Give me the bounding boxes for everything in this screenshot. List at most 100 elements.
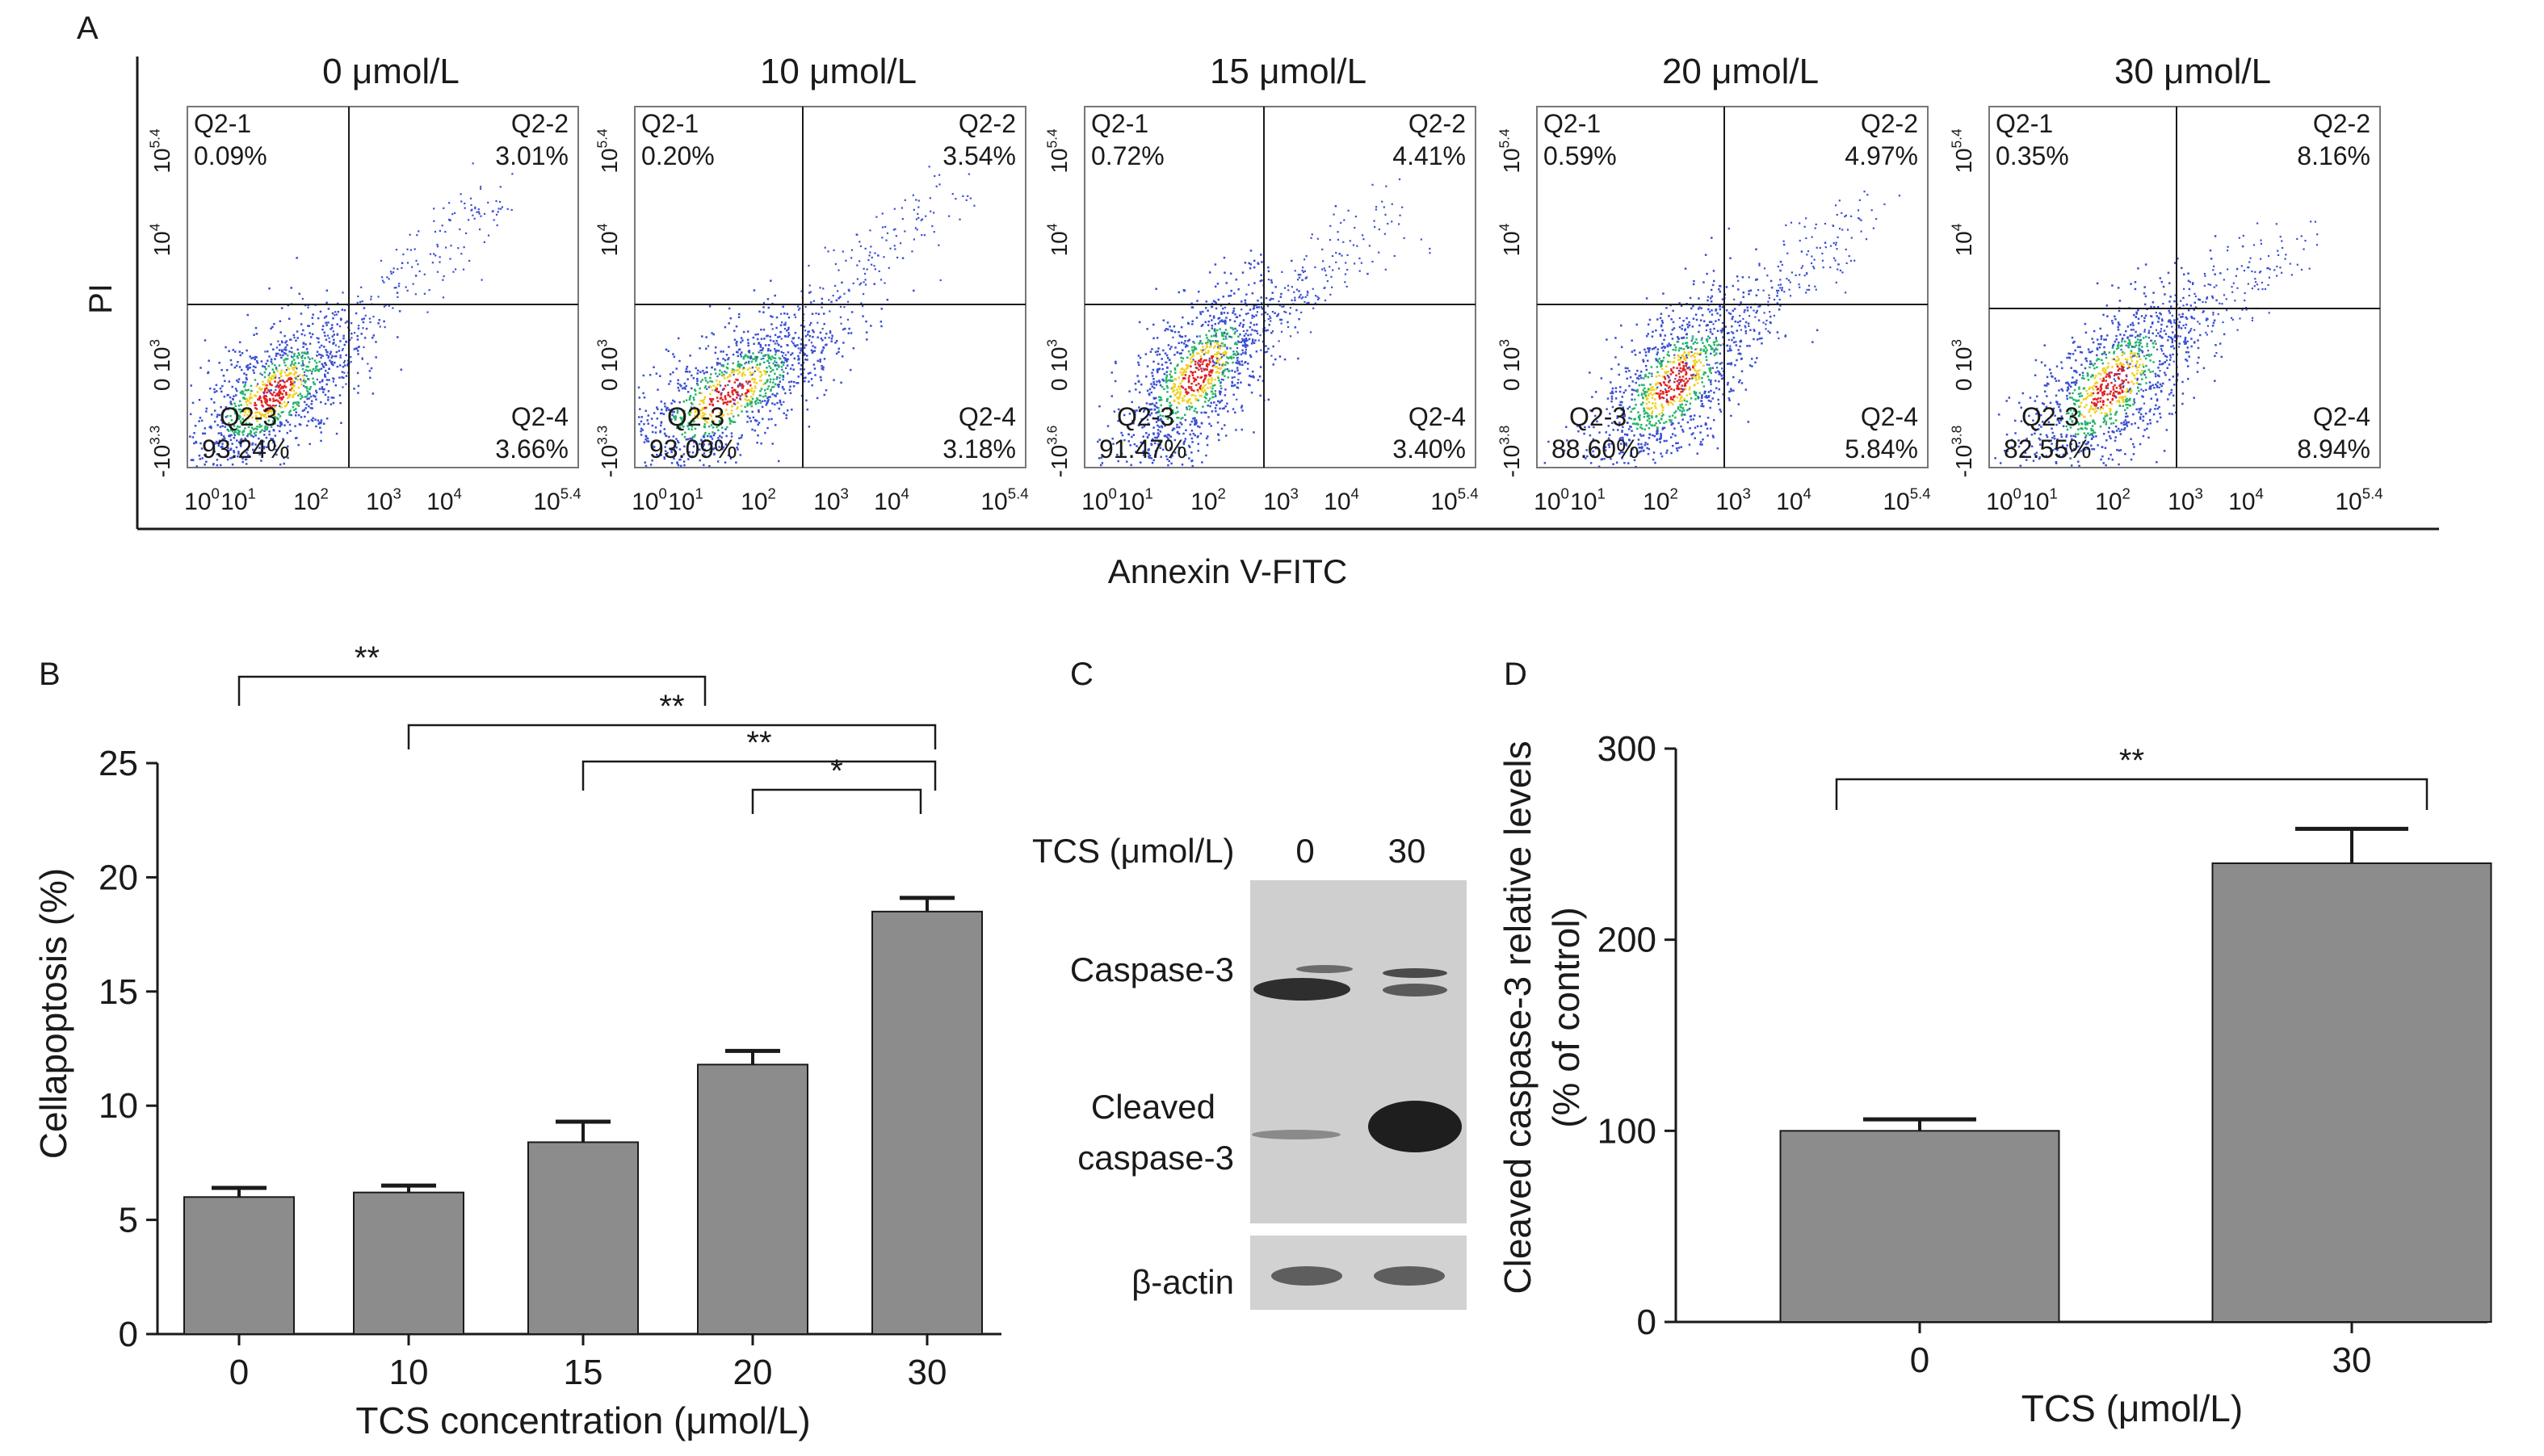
flow-dot	[296, 403, 299, 406]
flow-dot	[808, 292, 811, 294]
flow-dot	[1680, 388, 1683, 390]
flow-dot	[270, 392, 272, 395]
flow-dot	[1212, 317, 1215, 319]
flow-dot	[1245, 338, 1248, 340]
flow-dot	[1673, 388, 1676, 392]
flow-dot	[1708, 321, 1711, 323]
flow-dot	[858, 283, 861, 286]
flow-dot	[1693, 414, 1696, 417]
flow-dot	[754, 419, 758, 422]
flow-dot	[1267, 270, 1270, 273]
flow-dot	[1732, 284, 1735, 287]
flow-dot	[639, 408, 641, 410]
flow-dot	[315, 389, 317, 392]
flow-dot	[1216, 400, 1220, 403]
flow-dot	[290, 389, 292, 392]
flow-dot	[1205, 454, 1207, 457]
flow-dot	[703, 439, 707, 442]
flow-dot	[1120, 431, 1123, 434]
flow-dot	[300, 364, 303, 367]
flow-dot	[708, 403, 712, 405]
flow-dot	[1165, 381, 1168, 384]
flow-dot	[737, 401, 739, 404]
flow-dot	[1293, 291, 1295, 293]
flow-dot	[694, 410, 697, 413]
flow-dot	[1660, 384, 1663, 387]
flow-dot	[751, 366, 754, 369]
flow-dot	[710, 373, 712, 376]
flow-dot	[700, 438, 703, 441]
flow-dot	[448, 202, 451, 204]
flow-dot	[687, 412, 691, 414]
flow-dot	[771, 302, 774, 305]
flow-dot	[295, 371, 297, 373]
flow-dot	[1694, 376, 1698, 380]
flow-dot	[775, 378, 779, 380]
flow-dot	[921, 218, 924, 220]
flow-dot	[1216, 376, 1220, 378]
flow-dot	[1260, 306, 1263, 308]
flow-dot	[772, 381, 775, 384]
flow-dot	[696, 417, 699, 419]
flow-dot	[223, 409, 225, 412]
flow-dot	[739, 397, 741, 400]
flow-dot	[1152, 459, 1155, 462]
flow-dot	[1685, 355, 1688, 358]
flow-dot	[830, 340, 833, 342]
flow-dot	[1690, 433, 1694, 436]
flow-dot	[699, 380, 703, 383]
flow-dot	[1152, 383, 1156, 385]
flow-dot	[1617, 429, 1619, 431]
flow-dot	[283, 424, 286, 426]
flow-dot	[1155, 397, 1157, 400]
flow-dot	[667, 350, 670, 352]
flow-dot	[1661, 406, 1665, 409]
flow-dot	[645, 440, 649, 443]
flow-dot	[1711, 347, 1714, 350]
flow-dot	[775, 395, 777, 397]
flow-dot	[351, 332, 353, 335]
flow-dot	[1249, 250, 1253, 252]
flow-dot	[258, 423, 261, 426]
flow-dot	[275, 453, 278, 456]
flow-dot	[263, 430, 266, 433]
flow-dot	[251, 442, 254, 445]
flow-dot	[1224, 343, 1226, 346]
flow-dot	[1164, 424, 1166, 427]
flow-dot	[1706, 349, 1708, 351]
flow-dot	[233, 425, 236, 427]
flow-dot	[222, 374, 225, 377]
flow-dot	[1110, 395, 1114, 397]
flow-dot	[783, 334, 787, 338]
flow-dot	[749, 384, 752, 387]
flow-dot	[1690, 355, 1692, 358]
flow-dot	[302, 342, 305, 345]
flow-dot	[1639, 447, 1642, 449]
flow-dot	[1219, 407, 1221, 410]
flow-dot	[1236, 356, 1239, 359]
flow-dot	[1719, 285, 1722, 287]
flow-dot	[297, 443, 300, 447]
flow-dot	[283, 359, 285, 362]
flow-dot	[212, 442, 216, 444]
flow-dot	[674, 418, 677, 422]
flow-dot	[778, 366, 780, 368]
flow-dot	[232, 349, 234, 351]
flow-dot	[1655, 422, 1657, 425]
flow-dot	[881, 212, 884, 215]
flow-dot	[828, 299, 830, 301]
flow-dot	[483, 241, 485, 243]
flow-dot	[285, 358, 288, 361]
flow-dot	[1249, 321, 1253, 325]
flow-dot	[1703, 345, 1706, 347]
flow-dot	[1651, 348, 1654, 350]
flow-dot	[1636, 369, 1639, 372]
flow-dot	[1662, 356, 1665, 359]
flow-dot	[383, 281, 385, 283]
flow-dot	[1834, 259, 1837, 262]
flow-dot	[1677, 406, 1680, 409]
flow-dot	[1680, 446, 1682, 448]
flow-dot	[640, 434, 643, 436]
flow-dot	[760, 358, 762, 360]
flow-dot	[1677, 370, 1681, 372]
